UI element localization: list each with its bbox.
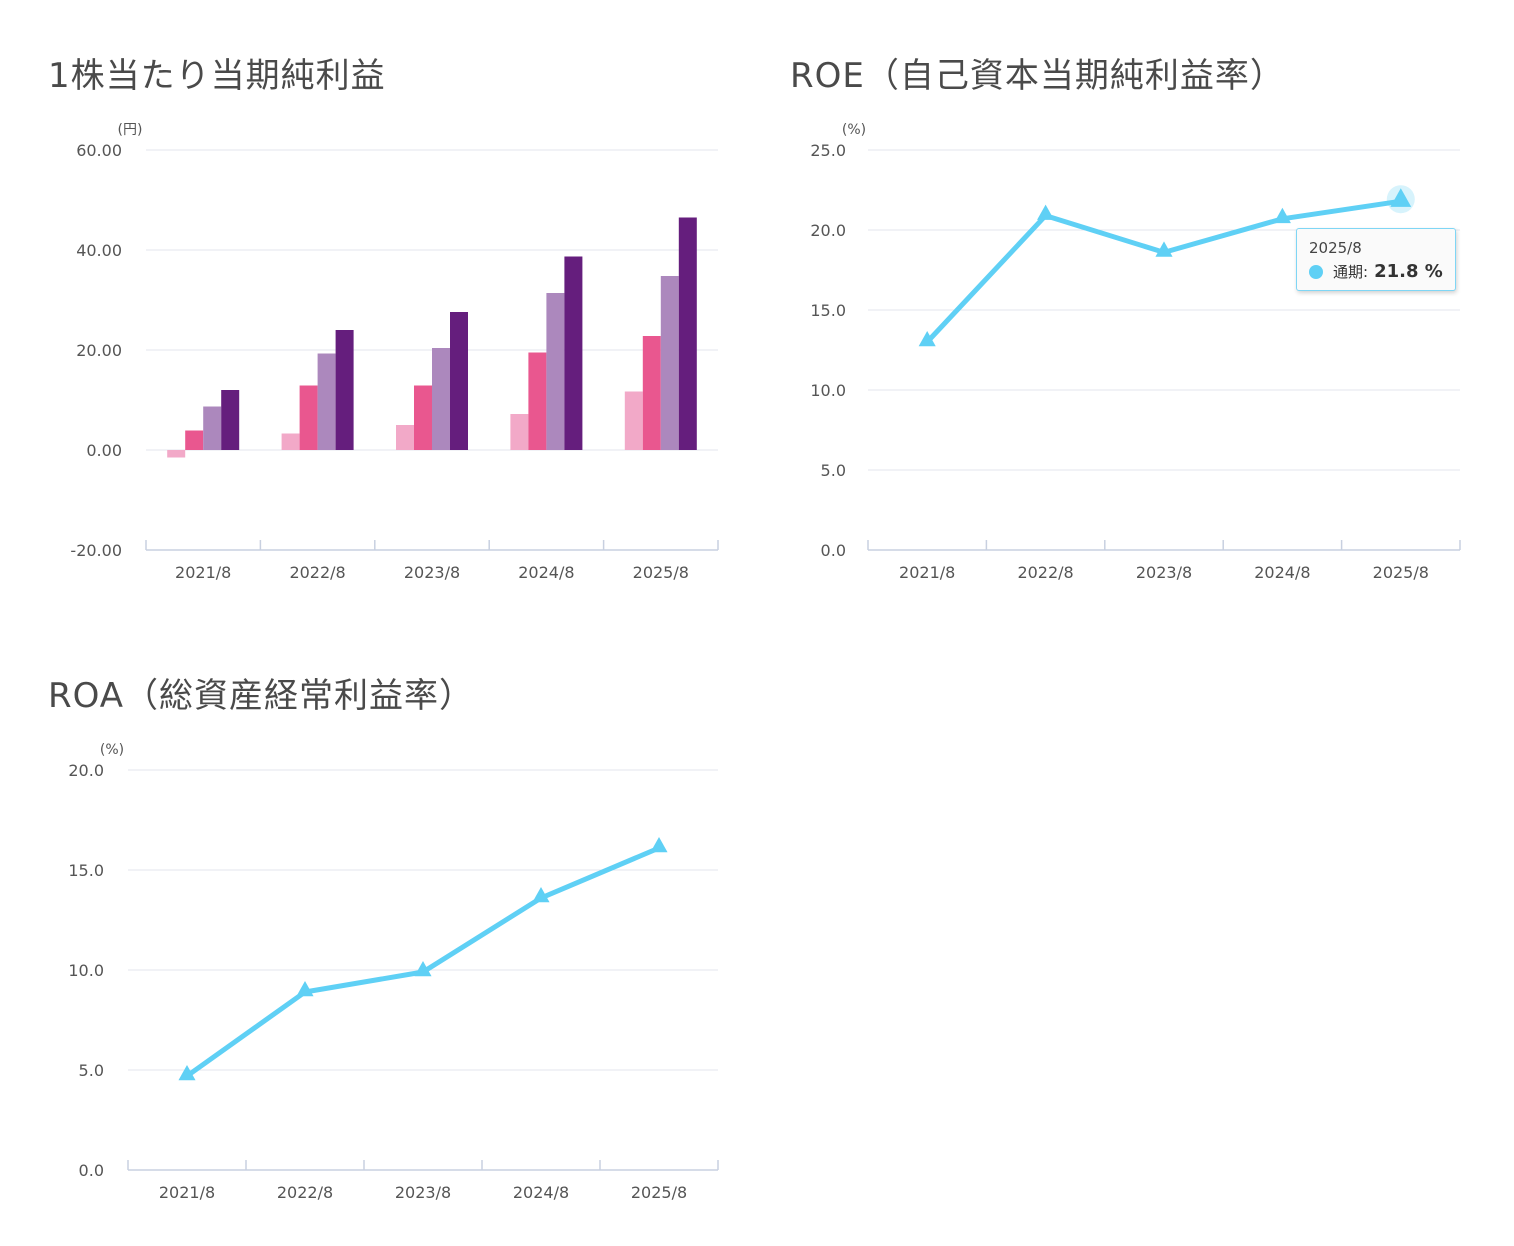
roe-tooltip: 2025/8 通期: 21.8 % xyxy=(1296,228,1456,291)
y-tick-label: 60.00 xyxy=(76,141,122,160)
x-tick-label: 2022/8 xyxy=(1017,563,1073,582)
bar xyxy=(564,256,583,450)
bar xyxy=(203,406,222,450)
y-tick-label: -20.00 xyxy=(70,541,122,560)
bar xyxy=(185,430,204,450)
tooltip-series: 通期: xyxy=(1333,263,1369,281)
y-tick-label: 10.0 xyxy=(68,961,104,980)
x-tick-label: 2021/8 xyxy=(899,563,955,582)
bar xyxy=(335,330,354,450)
data-point xyxy=(1390,188,1412,207)
y-tick-label: 40.00 xyxy=(76,241,122,260)
bar xyxy=(546,293,565,450)
eps-title: 1株当たり当期純利益 xyxy=(48,56,386,96)
bar xyxy=(678,217,697,450)
bar xyxy=(221,390,240,450)
roa-title: ROA（総資産経常利益率） xyxy=(48,676,475,716)
x-tick-label: 2021/8 xyxy=(159,1183,215,1202)
eps-panel: 1株当たり当期純利益 (円) 60.00 40.00 20.00 0.00 -20.00 2… xyxy=(48,48,738,608)
x-tick-label: 2023/8 xyxy=(404,563,460,582)
bar xyxy=(450,312,468,450)
bar xyxy=(528,352,547,450)
y-tick-label: 0.0 xyxy=(79,1161,104,1180)
data-point xyxy=(1273,207,1291,224)
x-tick-label: 2024/8 xyxy=(518,563,574,582)
data-point xyxy=(650,837,668,853)
x-tick-label: 2023/8 xyxy=(395,1183,451,1202)
x-tick-label: 2023/8 xyxy=(1136,563,1192,582)
bar xyxy=(624,391,643,450)
x-tick-label: 2021/8 xyxy=(175,563,231,582)
bar xyxy=(660,276,679,450)
y-unit-label: (%) xyxy=(842,122,866,138)
y-tick-label: 10.0 xyxy=(810,381,846,400)
y-unit-label: (円) xyxy=(118,122,143,138)
series-dot-icon xyxy=(1309,264,1323,279)
y-unit-label: (%) xyxy=(100,742,124,758)
x-tick-label: 2025/8 xyxy=(631,1183,687,1202)
y-tick-label: 25.0 xyxy=(810,141,846,160)
data-point xyxy=(1155,241,1173,257)
y-tick-label: 5.0 xyxy=(821,461,846,480)
y-tick-label: 0.0 xyxy=(821,541,846,560)
data-point xyxy=(414,961,432,977)
bar xyxy=(167,450,186,458)
x-tick-label: 2025/8 xyxy=(633,563,689,582)
roe-panel: ROE（自己資本当期純利益率） (%) 25.0 20.0 15.0 10.0 5.0 0.… xyxy=(790,48,1490,608)
x-tick-label: 2024/8 xyxy=(1254,563,1310,582)
y-tick-label: 0.00 xyxy=(86,441,122,460)
roe-title: ROE（自己資本当期純利益率） xyxy=(790,56,1285,96)
bar xyxy=(281,433,300,450)
x-tick-label: 2025/8 xyxy=(1373,563,1429,582)
roa-panel: ROA（総資産経常利益率） (%) 20.0 15.0 10.0 5.0 0.0 2021/… xyxy=(48,668,738,1228)
x-tick-label: 2024/8 xyxy=(513,1183,569,1202)
bar xyxy=(642,336,661,450)
data-point xyxy=(532,887,550,903)
y-tick-label: 20.0 xyxy=(68,761,104,780)
data-point xyxy=(296,981,314,997)
bar xyxy=(510,414,529,450)
y-tick-label: 5.0 xyxy=(79,1061,104,1080)
tooltip-row: 通期: 21.8 % xyxy=(1309,261,1443,282)
x-tick-label: 2022/8 xyxy=(277,1183,333,1202)
y-tick-label: 20.00 xyxy=(76,341,122,360)
data-point xyxy=(1037,204,1055,220)
data-point xyxy=(918,331,936,347)
bar xyxy=(432,348,450,450)
roa-chart: (%) 20.0 15.0 10.0 5.0 0.0 2021/8 2022/8 2023/8 2… xyxy=(68,742,719,1202)
bar xyxy=(317,353,336,450)
x-tick-label: 2022/8 xyxy=(289,563,345,582)
roe-chart: (%) 25.0 20.0 15.0 10.0 5.0 0.0 2021/8 2022/8 202… xyxy=(810,122,1461,582)
tooltip-date: 2025/8 xyxy=(1309,239,1362,257)
y-tick-label: 20.0 xyxy=(810,221,846,240)
bar xyxy=(299,385,318,450)
bar xyxy=(414,385,432,450)
eps-chart: (円) 60.00 40.00 20.00 0.00 -20.00 2021/8 2022/8… xyxy=(70,122,719,582)
tooltip-value: 21.8 % xyxy=(1374,261,1443,282)
y-tick-label: 15.0 xyxy=(810,301,846,320)
y-tick-label: 15.0 xyxy=(68,861,104,880)
bar xyxy=(396,425,414,450)
data-point xyxy=(178,1065,196,1081)
